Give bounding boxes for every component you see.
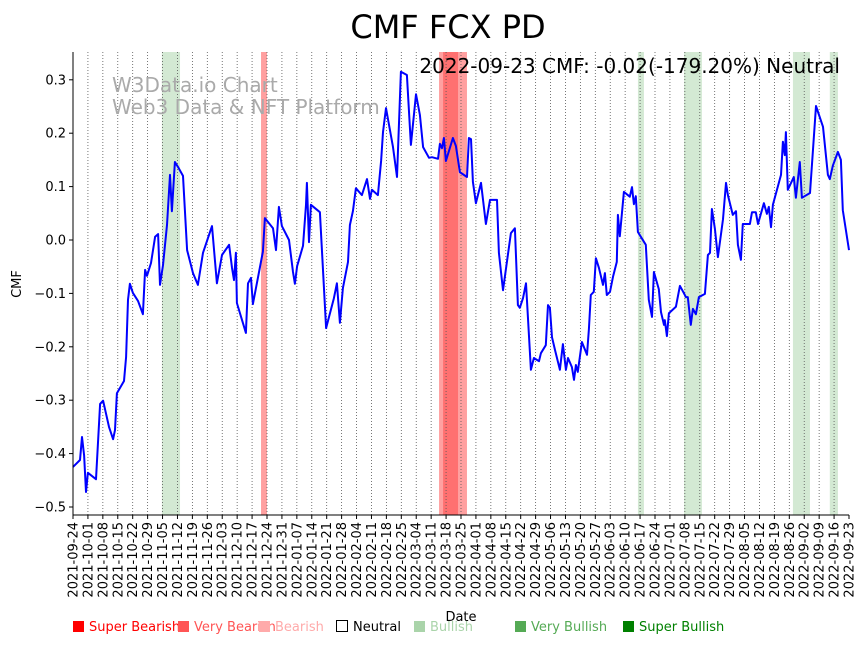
- y-tick-label: −0.2: [34, 340, 66, 355]
- y-tick-label: −0.1: [34, 287, 66, 302]
- legend-item-very-bearish: Very Bearish: [178, 620, 276, 635]
- band-bullish: [683, 52, 702, 515]
- x-tick-label: 2022-03-11: [425, 522, 440, 598]
- legend-label: Super Bullish: [639, 620, 725, 635]
- x-tick-label: 2022-01-07: [290, 522, 305, 598]
- legend-label: Very Bullish: [531, 620, 608, 635]
- x-tick-label: 2022-05-06: [544, 522, 559, 598]
- x-tick-label: 2022-08-26: [783, 522, 798, 598]
- watermark-line-2: Web3 Data & NFT Platform: [112, 95, 380, 119]
- legend-item-very-bullish: Very Bullish: [515, 620, 607, 635]
- x-tick-label: 2021-12-03: [216, 522, 231, 598]
- x-axis-label: Date: [445, 610, 476, 625]
- y-tick-label: −0.4: [34, 447, 66, 462]
- x-tick-label: 2022-08-19: [768, 522, 783, 598]
- x-tick-label: 2021-11-19: [186, 522, 201, 598]
- x-tick-label: 2021-10-22: [126, 522, 141, 598]
- y-tick-label: 0.2: [45, 127, 66, 142]
- x-tick-label: 2022-07-01: [663, 522, 678, 598]
- legend-item-neutral: Neutral: [336, 620, 401, 635]
- x-tick-label: 2022-05-27: [589, 522, 604, 598]
- x-tick-label: 2022-08-12: [753, 522, 768, 598]
- watermark-line-1: W3Data.io Chart: [112, 73, 278, 97]
- x-tick-label: 2022-09-09: [813, 522, 828, 598]
- x-tick-label: 2021-10-01: [81, 522, 96, 598]
- band-very-bearish: [443, 52, 459, 515]
- x-tick-label: 2022-03-18: [440, 522, 455, 598]
- x-tick-label: 2022-07-15: [693, 522, 708, 598]
- x-tick-label: 2021-11-26: [201, 522, 216, 598]
- x-tick-label: 2022-03-25: [455, 522, 470, 598]
- x-tick-label: 2021-10-29: [141, 522, 156, 598]
- band-bullish: [637, 52, 644, 515]
- x-tick-label: 2021-11-05: [156, 522, 171, 598]
- legend-label: Bullish: [430, 620, 474, 635]
- x-tick-label: 2022-02-25: [395, 522, 410, 598]
- x-tick-label: 2021-12-24: [261, 522, 276, 598]
- legend-swatch: [73, 621, 84, 632]
- x-tick-label: 2022-01-28: [335, 522, 350, 598]
- y-axis-label: CMF: [10, 270, 25, 298]
- x-tick-label: 2022-08-05: [738, 522, 753, 598]
- x-tick-label: 2022-06-17: [634, 522, 649, 598]
- x-tick-label: 2022-07-08: [678, 522, 693, 598]
- x-tick-label: 2022-04-29: [529, 522, 544, 598]
- x-tick-label: 2022-01-21: [320, 522, 335, 598]
- legend-label: Neutral: [353, 620, 401, 635]
- band-bullish: [792, 52, 810, 515]
- x-tick-label: 2022-07-22: [708, 522, 723, 598]
- legend-swatch: [515, 621, 526, 632]
- band-bearish: [261, 52, 267, 515]
- x-tick-label: 2021-12-10: [231, 522, 246, 598]
- latest-value-annotation: 2022-09-23 CMF: -0.02(-179.20%) Neutral: [419, 54, 840, 78]
- legend-item-bearish: Bearish: [259, 620, 324, 635]
- x-tick-label: 2022-09-16: [828, 522, 843, 598]
- x-tick-label: 2022-01-14: [305, 522, 320, 598]
- x-tick-label: 2022-02-18: [380, 522, 395, 598]
- x-tick-label: 2022-05-13: [559, 522, 574, 598]
- x-tick-label: 2022-09-02: [798, 522, 813, 598]
- y-tick-label: 0.3: [45, 73, 66, 88]
- y-tick-label: 0.0: [45, 234, 66, 249]
- x-tick-label: 2021-09-24: [67, 522, 82, 598]
- x-tick-label: 2021-11-12: [171, 522, 186, 598]
- x-tick-label: 2021-10-15: [111, 522, 126, 598]
- legend-swatch: [414, 621, 425, 632]
- legend-item-super-bullish: Super Bullish: [623, 620, 724, 635]
- x-tick-label: 2021-12-31: [275, 522, 290, 598]
- chart-title: CMF FCX PD: [350, 8, 545, 46]
- x-tick-label: 2022-06-10: [619, 522, 634, 598]
- legend-swatch: [336, 620, 348, 632]
- x-tick-label: 2022-04-15: [499, 522, 514, 598]
- y-tick-label: −0.3: [34, 394, 66, 409]
- x-tick-label: 2022-06-24: [649, 522, 664, 598]
- x-tick-label: 2021-10-08: [96, 522, 111, 598]
- x-tick-label: 2022-09-23: [843, 522, 858, 598]
- x-tick-label: 2022-04-22: [514, 522, 529, 598]
- x-tick-label: 2022-02-04: [350, 522, 365, 598]
- x-tick-label: 2022-03-04: [410, 522, 425, 598]
- x-tick-label: 2022-04-08: [484, 522, 499, 598]
- legend-item-bullish: Bullish: [414, 620, 473, 635]
- cmf-series-line: [72, 70, 850, 493]
- x-tick-label: 2022-04-01: [469, 522, 484, 598]
- x-tick-label: 2022-05-20: [574, 522, 589, 598]
- x-tick-label: 2022-06-03: [604, 522, 619, 598]
- legend-swatch: [259, 621, 270, 632]
- x-tick-label: 2022-07-29: [723, 522, 738, 598]
- legend-label: Super Bearish: [89, 620, 181, 635]
- legend-label: Bearish: [275, 620, 324, 635]
- y-tick-label: −0.5: [34, 501, 66, 516]
- x-tick-label: 2021-12-17: [246, 522, 261, 598]
- legend-swatch: [623, 621, 634, 632]
- legend-swatch: [178, 621, 189, 632]
- legend-item-super-bearish: Super Bearish: [73, 620, 180, 635]
- legend-label: Very Bearish: [194, 620, 276, 635]
- y-tick-label: 0.1: [45, 180, 66, 195]
- x-tick-label: 2022-02-11: [365, 522, 380, 598]
